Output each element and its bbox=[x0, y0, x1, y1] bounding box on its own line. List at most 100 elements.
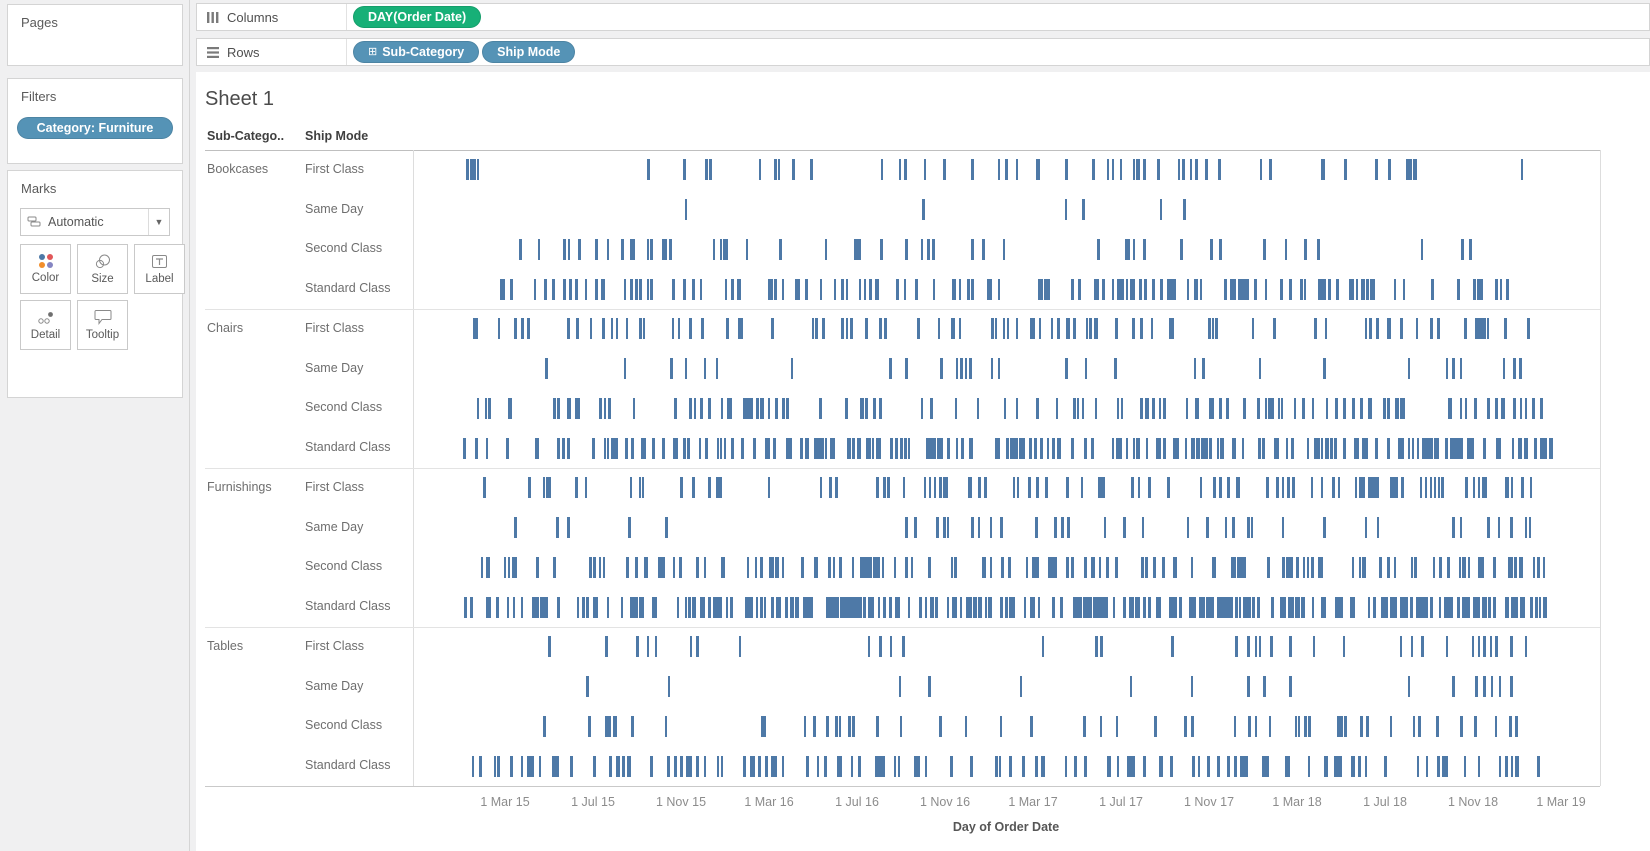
gantt-mark[interactable] bbox=[1150, 318, 1154, 340]
gantt-mark[interactable] bbox=[1093, 278, 1097, 300]
gantt-mark[interactable] bbox=[1304, 238, 1307, 260]
gantt-mark[interactable] bbox=[537, 238, 541, 260]
gantt-mark[interactable] bbox=[955, 358, 959, 380]
gantt-mark[interactable] bbox=[575, 477, 578, 499]
gantt-mark[interactable] bbox=[1462, 596, 1465, 618]
gantt-mark[interactable] bbox=[635, 556, 638, 578]
gantt-mark[interactable] bbox=[1262, 437, 1265, 459]
gantt-mark[interactable] bbox=[1254, 636, 1258, 658]
gantt-mark[interactable] bbox=[1294, 715, 1298, 737]
gantt-mark[interactable] bbox=[1393, 556, 1397, 578]
gantt-mark[interactable] bbox=[826, 596, 829, 618]
gantt-mark[interactable] bbox=[1105, 596, 1108, 618]
gantt-mark[interactable] bbox=[1219, 238, 1222, 260]
gantt-mark[interactable] bbox=[1173, 278, 1177, 300]
gantt-mark[interactable] bbox=[1297, 596, 1301, 618]
gantt-mark[interactable] bbox=[705, 159, 708, 181]
gantt-mark[interactable] bbox=[845, 278, 849, 300]
gantt-mark[interactable] bbox=[905, 517, 908, 539]
gantt-mark[interactable] bbox=[1264, 397, 1268, 419]
gantt-mark[interactable] bbox=[865, 556, 868, 578]
gantt-mark[interactable] bbox=[703, 755, 707, 777]
gantt-mark[interactable] bbox=[1483, 318, 1486, 340]
gantt-mark[interactable] bbox=[829, 437, 833, 459]
gantt-mark[interactable] bbox=[1349, 596, 1353, 618]
gantt-mark[interactable] bbox=[1098, 556, 1102, 578]
gantt-mark[interactable] bbox=[1036, 159, 1039, 181]
gantt-mark[interactable] bbox=[1158, 437, 1162, 459]
gantt-mark[interactable] bbox=[845, 318, 849, 340]
gantt-mark[interactable] bbox=[879, 238, 883, 260]
gantt-mark[interactable] bbox=[551, 755, 555, 777]
gantt-mark[interactable] bbox=[898, 159, 902, 181]
gantt-mark[interactable] bbox=[1071, 278, 1074, 300]
gantt-mark[interactable] bbox=[1422, 596, 1425, 618]
gantt-mark[interactable] bbox=[755, 397, 759, 419]
gantt-mark[interactable] bbox=[692, 278, 695, 300]
gantt-mark[interactable] bbox=[1511, 437, 1515, 459]
gantt-mark[interactable] bbox=[879, 397, 882, 419]
gantt-mark[interactable] bbox=[562, 437, 565, 459]
gantt-mark[interactable] bbox=[1359, 477, 1363, 499]
gantt-mark[interactable] bbox=[1336, 755, 1339, 777]
gantt-mark[interactable] bbox=[1536, 556, 1540, 578]
gantt-mark[interactable] bbox=[1195, 397, 1199, 419]
gantt-mark[interactable] bbox=[1155, 437, 1159, 459]
gantt-mark[interactable] bbox=[1224, 278, 1228, 300]
gantt-mark[interactable] bbox=[595, 238, 599, 260]
gantt-mark[interactable] bbox=[905, 358, 908, 380]
gantt-mark[interactable] bbox=[1132, 755, 1135, 777]
gantt-mark[interactable] bbox=[819, 397, 822, 419]
gantt-mark[interactable] bbox=[898, 676, 902, 698]
gantt-mark[interactable] bbox=[709, 159, 712, 181]
gantt-mark[interactable] bbox=[553, 397, 556, 419]
gantt-mark[interactable] bbox=[1191, 715, 1194, 737]
gantt-mark[interactable] bbox=[1240, 755, 1243, 777]
gantt-mark[interactable] bbox=[586, 676, 590, 698]
gantt-mark[interactable] bbox=[1190, 676, 1194, 698]
gantt-mark[interactable] bbox=[879, 636, 882, 658]
gantt-mark[interactable] bbox=[1521, 477, 1525, 499]
gantt-mark[interactable] bbox=[1502, 358, 1506, 380]
gantt-mark[interactable] bbox=[652, 437, 655, 459]
gantt-mark[interactable] bbox=[786, 397, 790, 419]
gantt-mark[interactable] bbox=[1032, 596, 1036, 618]
gantt-mark[interactable] bbox=[1275, 477, 1279, 499]
gantt-mark[interactable] bbox=[1352, 596, 1355, 618]
gantt-mark[interactable] bbox=[1401, 437, 1404, 459]
gantt-mark[interactable] bbox=[1185, 397, 1189, 419]
gantt-mark[interactable] bbox=[632, 397, 636, 419]
gantt-mark[interactable] bbox=[719, 477, 722, 499]
gantt-mark[interactable] bbox=[1266, 556, 1270, 578]
gantt-mark[interactable] bbox=[578, 238, 581, 260]
gantt-mark[interactable] bbox=[1488, 596, 1491, 618]
gantt-mark[interactable] bbox=[1192, 437, 1195, 459]
gantt-mark[interactable] bbox=[875, 556, 878, 578]
gantt-mark[interactable] bbox=[1388, 318, 1391, 340]
gantt-mark[interactable] bbox=[1099, 715, 1103, 737]
gantt-mark[interactable] bbox=[1073, 397, 1077, 419]
gantt-mark[interactable] bbox=[931, 596, 934, 618]
gantt-mark[interactable] bbox=[1044, 278, 1047, 300]
gantt-mark[interactable] bbox=[510, 755, 513, 777]
gantt-mark[interactable] bbox=[827, 556, 831, 578]
gantt-mark[interactable] bbox=[1437, 477, 1441, 499]
gantt-mark[interactable] bbox=[553, 556, 556, 578]
gantt-mark[interactable] bbox=[1430, 437, 1433, 459]
gantt-mark[interactable] bbox=[1458, 556, 1462, 578]
gantt-mark[interactable] bbox=[714, 596, 718, 618]
gantt-mark[interactable] bbox=[917, 755, 920, 777]
gantt-mark[interactable] bbox=[617, 755, 620, 777]
gantt-mark[interactable] bbox=[688, 755, 692, 777]
gantt-mark[interactable] bbox=[950, 556, 954, 578]
gantt-mark[interactable] bbox=[1320, 159, 1324, 181]
gantt-mark[interactable] bbox=[603, 397, 607, 419]
chevron-down-icon[interactable]: ▼ bbox=[148, 209, 169, 235]
pages-shelf[interactable]: Pages bbox=[7, 4, 183, 66]
gantt-mark[interactable] bbox=[664, 238, 668, 260]
gantt-mark[interactable] bbox=[567, 238, 571, 260]
gantt-mark[interactable] bbox=[760, 556, 764, 578]
gantt-mark[interactable] bbox=[848, 596, 851, 618]
gantt-mark[interactable] bbox=[797, 278, 801, 300]
gantt-mark[interactable] bbox=[1495, 636, 1499, 658]
